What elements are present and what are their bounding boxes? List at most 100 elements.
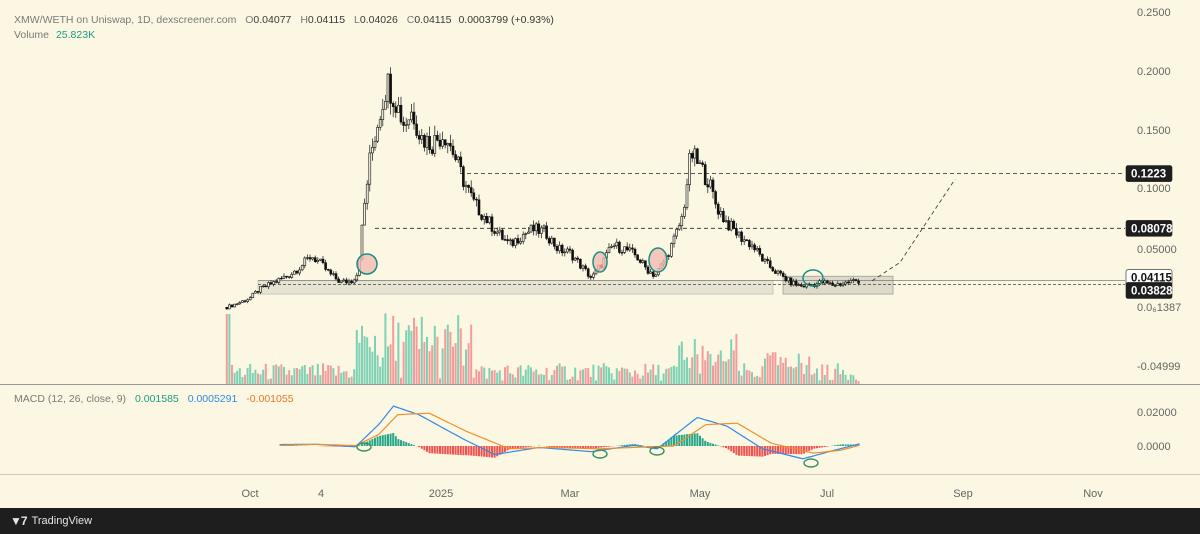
- candle-body[interactable]: [748, 240, 751, 248]
- candle-body[interactable]: [381, 108, 385, 120]
- candle-body[interactable]: [797, 284, 801, 286]
- candle-body[interactable]: [628, 247, 632, 251]
- candle-body[interactable]: [493, 231, 496, 234]
- candle-body[interactable]: [547, 238, 551, 244]
- candle-body[interactable]: [631, 247, 634, 250]
- candle-body[interactable]: [735, 228, 738, 236]
- candle-body[interactable]: [469, 187, 473, 194]
- candle-body[interactable]: [485, 216, 489, 224]
- candle-body[interactable]: [441, 139, 444, 147]
- candle-body[interactable]: [339, 280, 343, 283]
- candle-body[interactable]: [675, 228, 678, 237]
- candle-body[interactable]: [732, 220, 736, 229]
- candle-body[interactable]: [501, 229, 504, 240]
- candle-body[interactable]: [779, 270, 782, 274]
- candle-body[interactable]: [688, 153, 691, 186]
- candle-body[interactable]: [324, 262, 327, 270]
- candle-body[interactable]: [623, 246, 626, 253]
- candle-body[interactable]: [519, 241, 522, 244]
- candle-body[interactable]: [852, 279, 855, 281]
- candle-body[interactable]: [261, 285, 265, 288]
- candle-body[interactable]: [527, 231, 530, 234]
- candle-body[interactable]: [571, 249, 574, 261]
- candle-body[interactable]: [792, 280, 795, 286]
- candle-body[interactable]: [384, 100, 387, 110]
- candle-body[interactable]: [345, 279, 348, 284]
- candle-body[interactable]: [490, 216, 494, 232]
- candle-body[interactable]: [607, 247, 611, 253]
- candle-body[interactable]: [823, 280, 827, 284]
- candle-body[interactable]: [386, 73, 390, 102]
- candle-body[interactable]: [592, 273, 595, 278]
- candle-body[interactable]: [503, 239, 507, 241]
- candle-body[interactable]: [508, 239, 512, 242]
- candle-body[interactable]: [233, 303, 236, 308]
- candle-body[interactable]: [560, 244, 564, 254]
- candle-body[interactable]: [550, 237, 554, 244]
- candle-body[interactable]: [667, 255, 671, 257]
- candle-body[interactable]: [709, 179, 712, 188]
- candle-body[interactable]: [277, 277, 281, 283]
- candle-body[interactable]: [467, 184, 470, 188]
- candle-body[interactable]: [573, 257, 577, 261]
- candle-body[interactable]: [303, 257, 307, 266]
- candle-body[interactable]: [685, 184, 689, 208]
- candle-body[interactable]: [555, 246, 559, 252]
- candle-body[interactable]: [742, 239, 746, 242]
- candle-body[interactable]: [740, 231, 743, 242]
- candle-body[interactable]: [326, 269, 330, 271]
- candle-body[interactable]: [849, 280, 853, 284]
- candle-body[interactable]: [768, 260, 772, 268]
- candle-body[interactable]: [776, 270, 780, 274]
- candle-body[interactable]: [290, 273, 294, 278]
- candle-body[interactable]: [545, 225, 548, 239]
- candle-body[interactable]: [436, 135, 439, 141]
- candle-body[interactable]: [482, 216, 486, 220]
- candle-body[interactable]: [636, 254, 639, 261]
- candle-body[interactable]: [389, 73, 392, 104]
- candle-body[interactable]: [449, 143, 452, 147]
- candle-body[interactable]: [420, 135, 424, 140]
- candle-body[interactable]: [846, 281, 850, 284]
- candle-body[interactable]: [498, 229, 502, 233]
- candle-body[interactable]: [698, 162, 702, 165]
- candle-body[interactable]: [428, 136, 431, 151]
- candle-body[interactable]: [248, 297, 252, 301]
- candle-body[interactable]: [641, 260, 645, 263]
- candle-body[interactable]: [615, 241, 619, 247]
- candle-body[interactable]: [269, 282, 273, 285]
- candle-body[interactable]: [719, 211, 723, 215]
- candle-body[interactable]: [633, 248, 637, 256]
- candle-body[interactable]: [836, 283, 840, 286]
- candle-body[interactable]: [337, 278, 340, 283]
- candle-body[interactable]: [833, 285, 837, 287]
- candle-body[interactable]: [677, 225, 681, 230]
- candle-body[interactable]: [576, 257, 580, 260]
- candle-body[interactable]: [321, 258, 325, 264]
- candle-body[interactable]: [332, 273, 335, 275]
- candle-body[interactable]: [415, 123, 418, 136]
- candle-body[interactable]: [308, 257, 312, 260]
- candle-body[interactable]: [313, 257, 317, 262]
- candle-body[interactable]: [727, 220, 730, 231]
- candle-body[interactable]: [579, 258, 582, 269]
- candle-body[interactable]: [654, 274, 658, 277]
- candle-body[interactable]: [826, 280, 829, 284]
- candle-body[interactable]: [690, 153, 694, 159]
- candle-body[interactable]: [235, 303, 239, 305]
- candle-body[interactable]: [488, 216, 491, 224]
- candle-body[interactable]: [459, 156, 463, 168]
- candle-body[interactable]: [373, 140, 377, 148]
- candle-body[interactable]: [246, 299, 249, 302]
- candle-body[interactable]: [350, 280, 353, 284]
- candle-body[interactable]: [586, 268, 590, 277]
- candle-body[interactable]: [319, 258, 322, 261]
- candle-body[interactable]: [521, 234, 525, 242]
- candle-body[interactable]: [753, 244, 756, 251]
- candle-body[interactable]: [737, 231, 741, 236]
- candle-body[interactable]: [724, 220, 728, 223]
- candle-body[interactable]: [293, 270, 296, 275]
- candle-body[interactable]: [537, 223, 541, 234]
- candle-body[interactable]: [433, 135, 437, 154]
